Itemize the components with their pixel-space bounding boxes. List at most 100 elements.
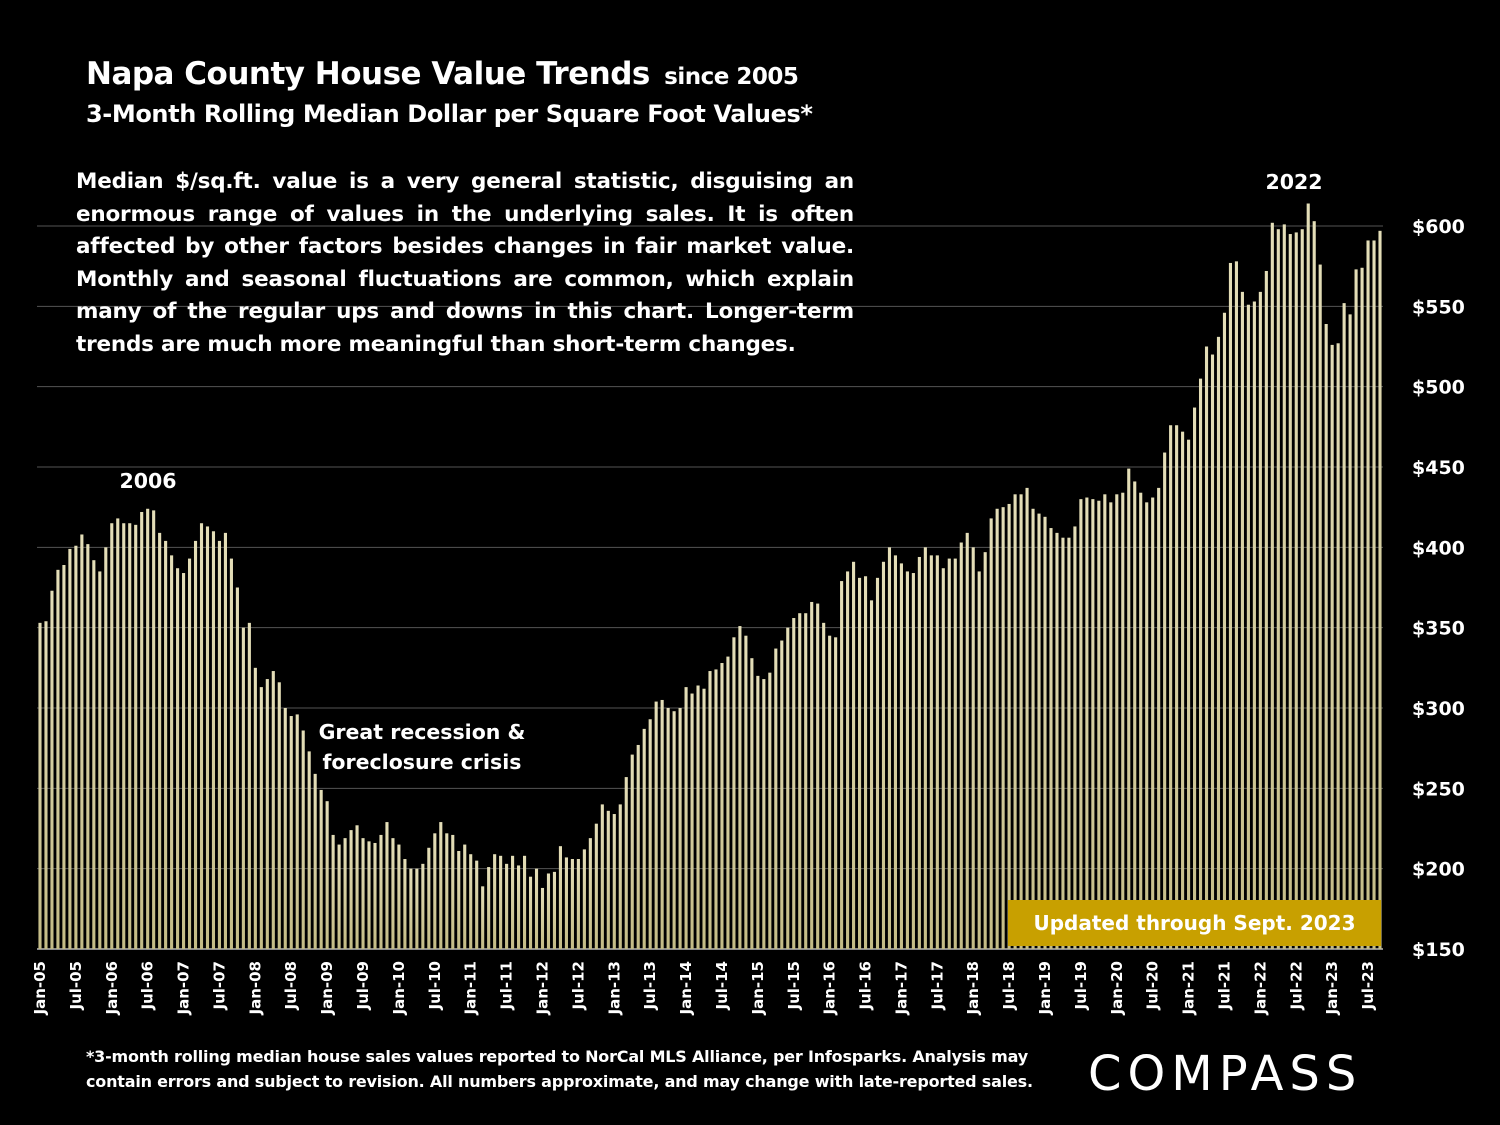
x-tick-label: Jan-11 [462, 961, 480, 1015]
bar [995, 508, 999, 949]
bar [1151, 497, 1155, 949]
bar [277, 682, 281, 949]
chart-subtitle: 3-Month Rolling Median Dollar per Square… [86, 100, 813, 128]
bar [1354, 269, 1358, 949]
x-tick-label: Jul-22 [1287, 961, 1305, 1011]
bar [1049, 528, 1053, 949]
bar [241, 627, 245, 949]
bar [62, 565, 66, 949]
bar [528, 876, 533, 949]
bar [44, 621, 48, 949]
bar [80, 534, 84, 949]
bar [223, 532, 227, 949]
bar [618, 804, 622, 949]
bar [552, 871, 557, 949]
bar [187, 558, 192, 949]
bar [834, 637, 838, 949]
bar [935, 555, 939, 949]
bar [600, 804, 604, 949]
x-tick-label: Jan-07 [175, 961, 193, 1015]
x-tick-label: Jul-15 [785, 961, 803, 1011]
bar [170, 555, 174, 949]
bar [463, 844, 467, 949]
bar [1175, 425, 1179, 949]
bar [511, 855, 515, 949]
bar [205, 526, 210, 949]
bar [869, 600, 874, 949]
bar [1007, 503, 1011, 949]
bar [271, 671, 275, 949]
bar [283, 708, 287, 949]
explanation-note: Median $/sq.ft. value is a very general … [76, 169, 854, 357]
bar [1342, 303, 1346, 949]
bar [56, 569, 60, 949]
bar [738, 626, 742, 949]
bar [199, 523, 204, 949]
annotations: 2006 Great recession & foreclosure crisis 2… [119, 170, 1322, 774]
bar [397, 844, 401, 949]
bar [780, 640, 784, 949]
bar [1246, 304, 1250, 949]
bar [941, 568, 945, 949]
x-tick-label: Jan-06 [103, 961, 121, 1015]
bar [624, 777, 628, 949]
bar [917, 556, 921, 949]
bar [708, 671, 712, 949]
bar [289, 716, 293, 949]
bar [439, 822, 443, 949]
bar [750, 658, 754, 949]
x-tick-label: Jan-13 [605, 961, 623, 1015]
bar [1091, 499, 1095, 949]
bar [642, 728, 646, 949]
bar [1067, 537, 1071, 949]
bar [313, 773, 317, 949]
bar [660, 699, 664, 949]
bar [1019, 494, 1023, 949]
y-tick-label: $500 [1412, 377, 1465, 399]
bar [564, 857, 568, 949]
y-axis-ticks: $150 $200 $250 $300 $350 $400 $450 $500 $550 $600 [1412, 216, 1465, 961]
x-tick-label: Jul-20 [1144, 961, 1162, 1011]
bar [923, 547, 927, 949]
bar [534, 868, 539, 949]
bar [732, 637, 736, 949]
bar [1252, 301, 1256, 950]
bar [1360, 267, 1364, 950]
bar [1276, 229, 1280, 950]
x-tick-label: Jan-19 [1036, 961, 1054, 1015]
bar [211, 531, 216, 949]
bar [265, 679, 269, 949]
bar [1288, 234, 1292, 950]
bar [720, 663, 724, 949]
bar [104, 547, 108, 949]
bar [481, 886, 485, 949]
bar [319, 789, 323, 949]
compass-logo: COMPASS [1088, 1046, 1363, 1102]
bar [684, 687, 688, 949]
bar [1037, 513, 1041, 949]
bar [630, 754, 634, 949]
bar [774, 648, 778, 949]
updated-badge: Updated through Sept. 2023 [1008, 900, 1381, 946]
bar [1216, 336, 1221, 949]
bar [391, 838, 395, 949]
bar [852, 561, 856, 949]
bar [702, 688, 706, 949]
bar [1366, 240, 1370, 949]
bar [1085, 497, 1089, 949]
bar [1240, 291, 1244, 950]
bar [74, 545, 78, 949]
bar [1264, 270, 1268, 949]
x-tick-label: Jan-21 [1180, 961, 1198, 1015]
bar [1079, 499, 1083, 949]
x-tick-label: Jan-23 [1323, 961, 1341, 1015]
bar [373, 842, 377, 949]
bar [558, 846, 562, 949]
bar [648, 719, 652, 949]
bar [804, 613, 808, 949]
bar [929, 555, 933, 949]
bar [499, 855, 503, 949]
bar [1187, 439, 1191, 949]
bar [1378, 230, 1382, 949]
bar [1204, 346, 1209, 949]
